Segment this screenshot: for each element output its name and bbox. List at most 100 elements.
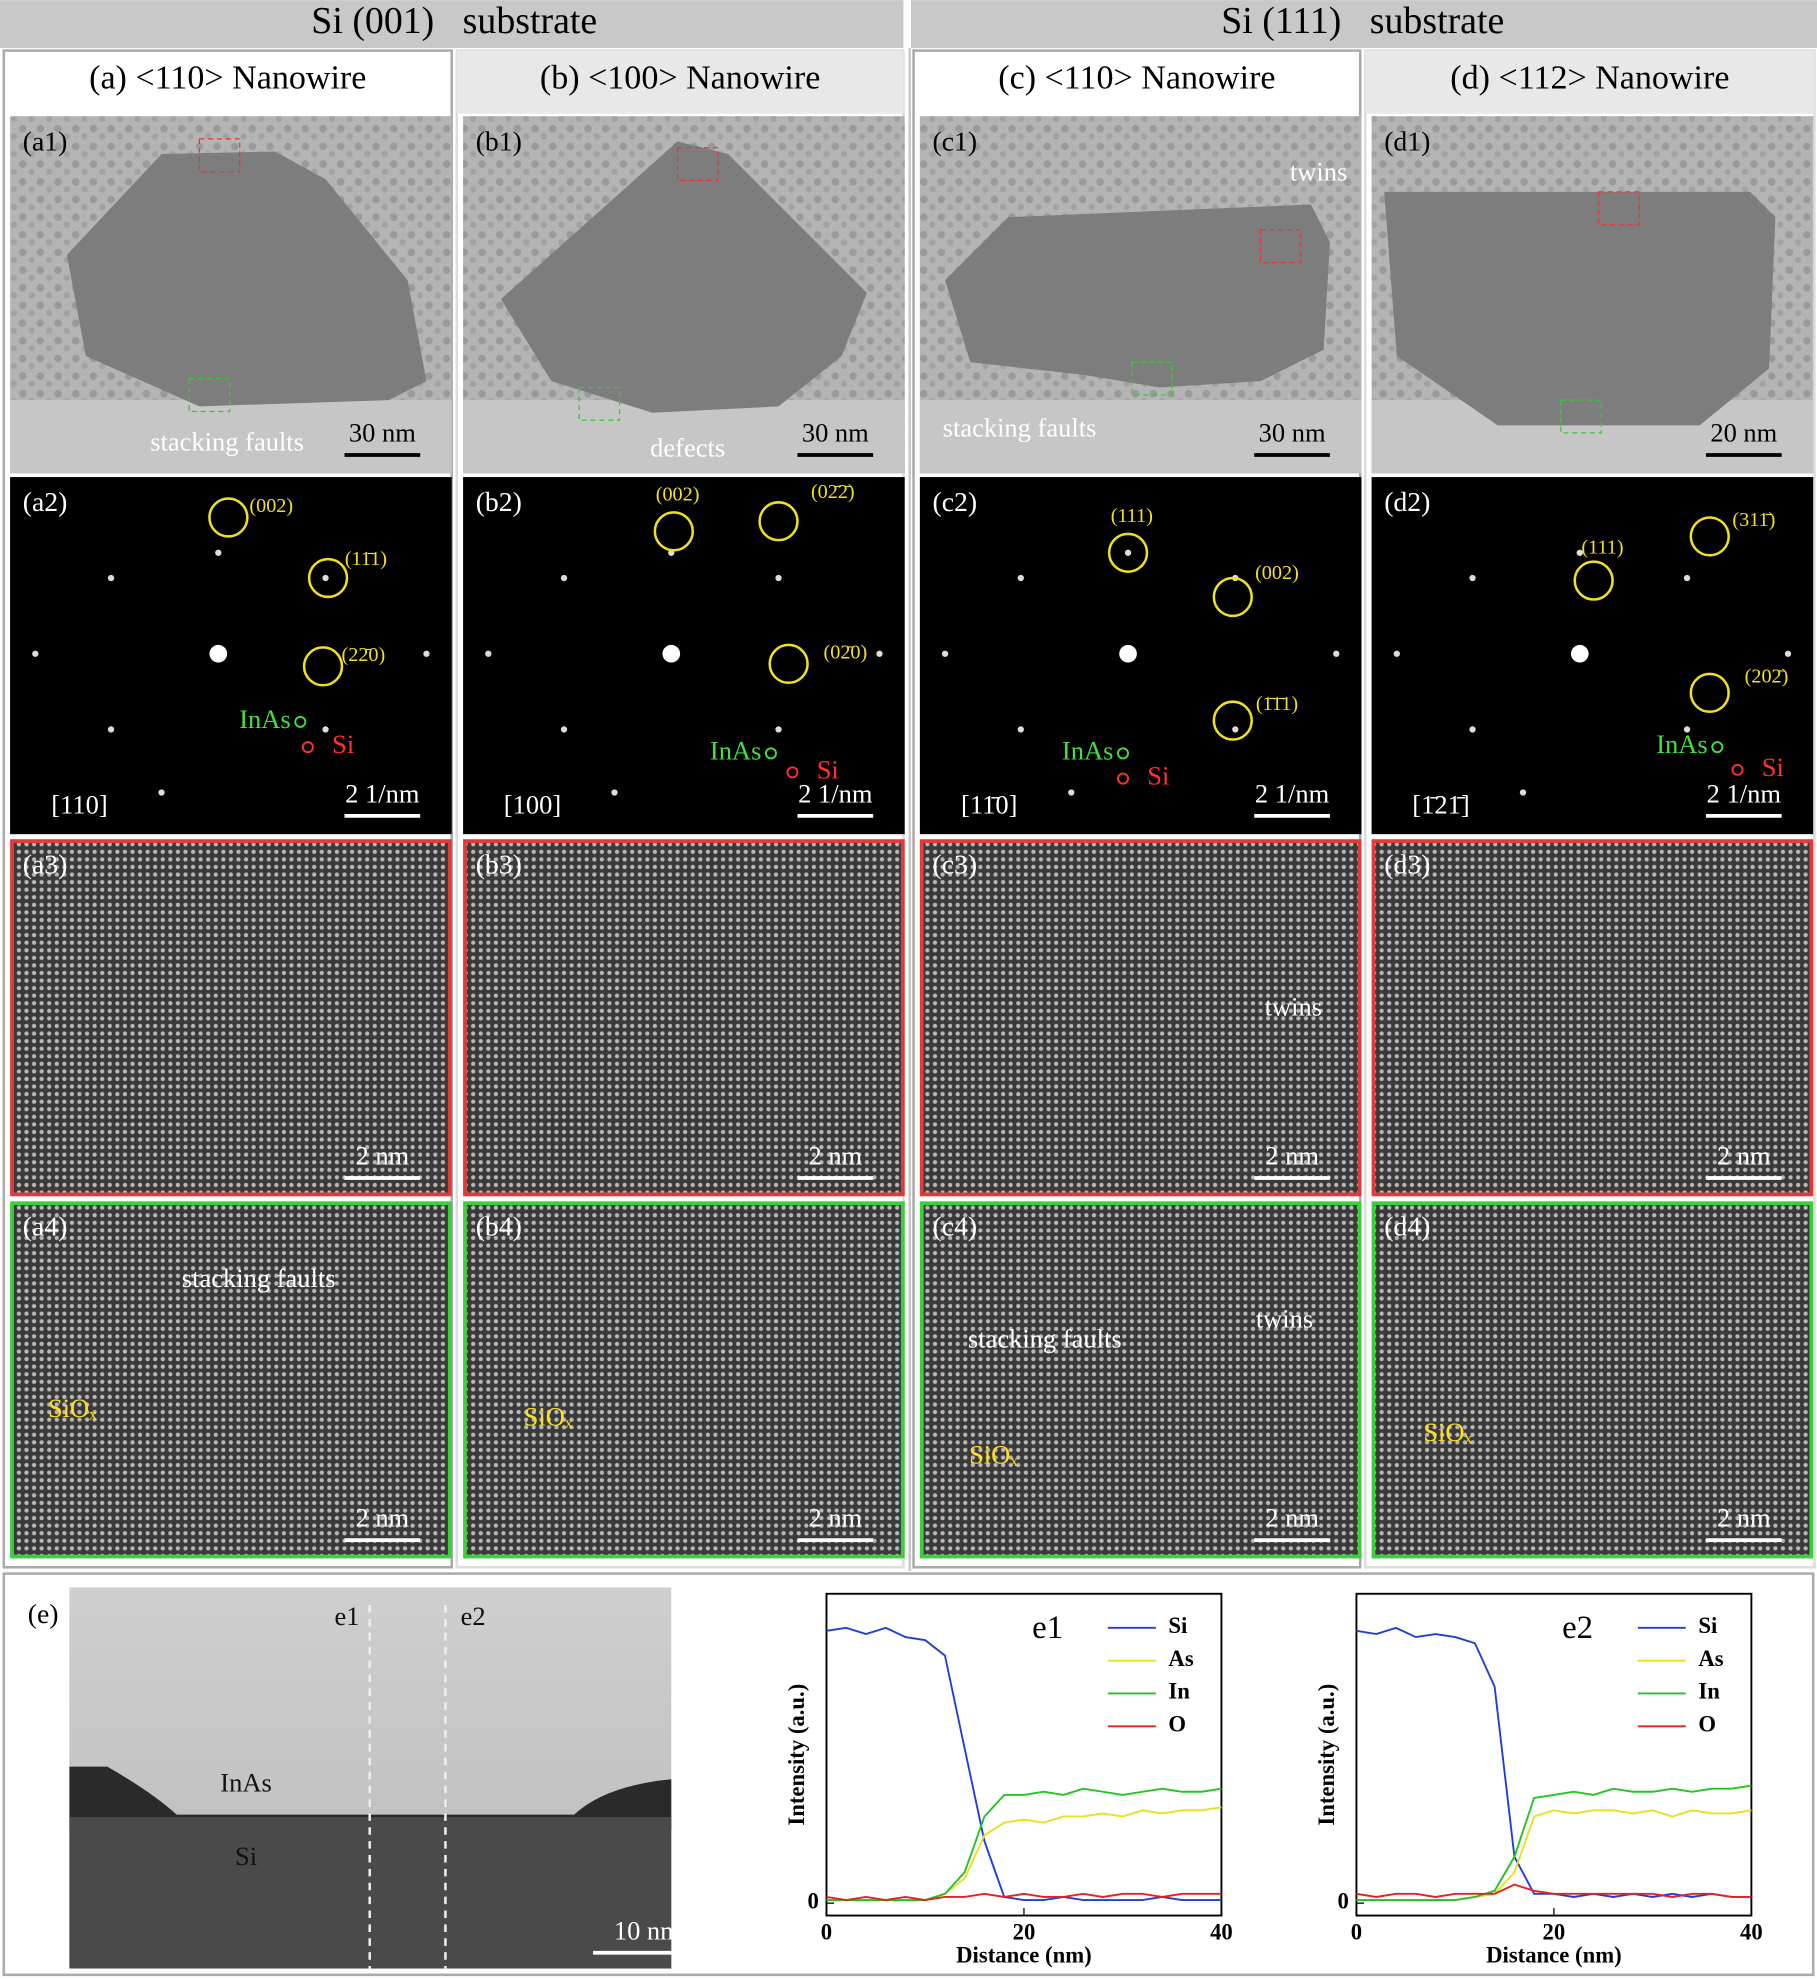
spot-index: (202̄)	[1745, 665, 1789, 687]
column-shade	[1365, 50, 1815, 114]
image-label: InAs	[220, 1768, 272, 1798]
y-tick-label: 0	[1338, 1888, 1349, 1913]
roi-box	[578, 386, 621, 421]
diffraction-spot	[1469, 574, 1476, 582]
annotation: stacking faults	[182, 1263, 336, 1293]
diffraction-spot	[560, 726, 568, 733]
scale-label: 20 nm	[1710, 418, 1777, 448]
header-bar	[911, 0, 1817, 49]
diffraction-spot	[1124, 549, 1132, 556]
scale-label: 2 nm	[355, 1141, 409, 1171]
panel-label: (d3)	[1384, 849, 1430, 880]
scale-bar	[344, 1538, 421, 1543]
chart-title: e1	[1032, 1610, 1063, 1646]
x-tick-label: 20	[1543, 1920, 1566, 1945]
roi-box	[1598, 191, 1640, 226]
plot-frame	[1355, 1592, 1753, 1917]
scale-label: 2 1/nm	[345, 778, 420, 808]
hrtem-image	[463, 1201, 905, 1559]
spot-circle	[1689, 516, 1730, 557]
legend-label: As	[1698, 1646, 1723, 1671]
nanowire	[500, 141, 867, 413]
data-line	[1356, 1883, 1752, 1898]
column-title: (d) <112> Nanowire	[1450, 60, 1729, 97]
data-line	[1356, 1784, 1752, 1901]
diffraction-spot	[560, 574, 568, 582]
spot-index: (02̄2̄)	[811, 481, 855, 503]
nanowire	[945, 204, 1330, 388]
spot-marker	[294, 715, 307, 728]
data-line	[1356, 1809, 1752, 1901]
scale-bar	[1254, 1538, 1330, 1543]
material-label: Si	[1147, 761, 1169, 791]
hrtem-image	[10, 1201, 452, 1559]
substrate	[919, 400, 1362, 474]
scale-bar	[1705, 813, 1782, 818]
scale-bar	[1705, 453, 1782, 457]
diffraction-spot	[1469, 726, 1476, 733]
zone-axis: [110]	[51, 790, 107, 820]
diffraction-spot	[107, 574, 115, 582]
spot-index: (002)	[249, 495, 293, 517]
data-line	[826, 1892, 1222, 1901]
diffraction-spot	[1017, 574, 1024, 582]
central-spot	[1119, 644, 1137, 663]
column-title: (a) <110> Nanowire	[89, 60, 366, 97]
zone-axis: [11̄0]	[961, 790, 1017, 820]
material-label: InAs	[710, 735, 762, 765]
substrate	[463, 400, 905, 474]
nanowire	[1384, 191, 1776, 426]
hrtem-image	[10, 839, 452, 1197]
scale-label: 30 nm	[349, 418, 416, 448]
panel-label: (d1)	[1384, 126, 1430, 157]
spot-circle	[302, 646, 344, 687]
material-label: Si	[817, 754, 839, 784]
spot-marker	[786, 766, 799, 779]
diffraction-spot	[1519, 789, 1527, 796]
substrate	[10, 400, 452, 474]
scale-label: 2 nm	[808, 1503, 862, 1533]
scale-bar	[797, 1176, 874, 1180]
panel-label: (d4)	[1384, 1211, 1430, 1242]
header-bar	[0, 0, 904, 49]
panel-label: (a1)	[23, 126, 68, 157]
hrtem-image	[919, 839, 1362, 1197]
legend-label: Si	[1698, 1613, 1717, 1638]
diffraction-spot	[1333, 650, 1340, 657]
annotation: twins	[1256, 1303, 1313, 1333]
diffraction-spot	[941, 650, 949, 657]
roi-box	[1131, 361, 1173, 396]
scale-bar	[593, 1950, 688, 1955]
central-spot	[662, 644, 681, 663]
diffraction-spot	[611, 789, 618, 796]
annotation: stacking faults	[150, 426, 304, 456]
scale-label: 2 nm	[355, 1503, 409, 1533]
scale-label: 2 nm	[1717, 1503, 1771, 1533]
data-line	[826, 1626, 1222, 1901]
spot-circle	[307, 557, 349, 599]
panel-label: (a4)	[23, 1211, 68, 1242]
spot-circle	[758, 501, 799, 542]
column-title: (c) <110> Nanowire	[998, 60, 1275, 97]
material-label: InAs	[239, 704, 291, 734]
legend-label: As	[1168, 1646, 1193, 1671]
spot-index: (002)	[1255, 562, 1299, 584]
spot-marker	[301, 741, 314, 754]
panel-label: (d2)	[1384, 487, 1430, 518]
roi-box	[188, 378, 231, 413]
diffraction-spot	[322, 574, 329, 582]
panel-label: (c2)	[932, 487, 977, 518]
legend-label: O	[1698, 1711, 1716, 1736]
panel-label: (b3)	[476, 849, 522, 880]
spot-index: (311̄)	[1732, 509, 1775, 531]
spot-marker	[1711, 741, 1724, 754]
header-right: Si (111) substrate	[1221, 0, 1504, 42]
scale-label: 30 nm	[1259, 418, 1326, 448]
scale-bar	[797, 453, 874, 457]
annotation: twins	[1265, 992, 1322, 1022]
diffraction-spot	[775, 574, 782, 582]
material-label: Si	[332, 729, 354, 759]
roi-box	[676, 147, 719, 182]
diffraction-spot	[1683, 726, 1691, 733]
